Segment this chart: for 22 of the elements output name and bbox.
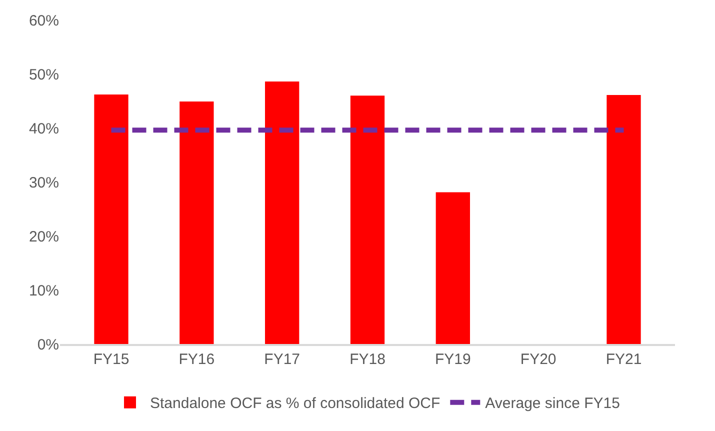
y-tick-label: 60% (28, 12, 59, 30)
y-tick-label: 50% (28, 66, 59, 84)
bar (180, 102, 214, 344)
x-tick-label: FY17 (264, 351, 300, 368)
x-tick-label: FY21 (606, 351, 642, 368)
y-tick-label: 40% (28, 120, 59, 138)
y-tick-label: 0% (37, 336, 59, 354)
y-tick-label: 30% (28, 174, 59, 192)
x-tick-label: FY15 (93, 351, 130, 368)
legend-label: Average since FY15 (485, 395, 620, 412)
bar (606, 95, 641, 344)
x-tick-label: FY19 (434, 351, 471, 368)
x-tick-label: FY16 (178, 351, 215, 368)
bar (265, 82, 300, 344)
y-tick-label: 20% (28, 228, 59, 246)
bar (350, 96, 385, 344)
x-tick-label: FY20 (520, 351, 556, 368)
x-tick-label: FY18 (350, 351, 386, 368)
bar (94, 94, 128, 344)
y-tick-label: 10% (28, 282, 59, 300)
legend-label: Standalone OCF as % of consolidated OCF (150, 395, 440, 412)
bar (436, 192, 470, 344)
